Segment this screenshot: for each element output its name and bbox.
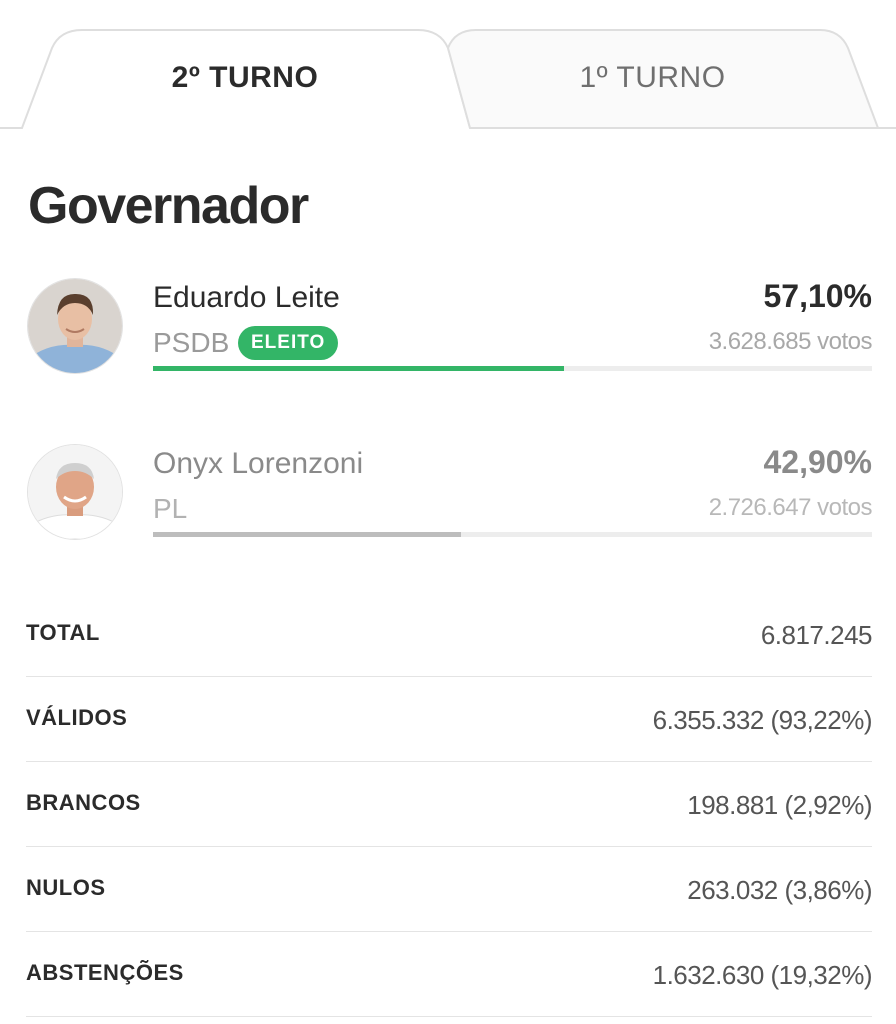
- candidate-row: Onyx Lorenzoni PL 42,90% 2.726.647 votos: [0, 444, 896, 554]
- candidate-votes: 3.628.685 votos: [708, 328, 873, 355]
- vote-share-bar: [153, 532, 872, 537]
- summary-value: 6.355.332 (93,22%): [652, 705, 873, 735]
- summary-value: 6.817.245: [760, 620, 873, 650]
- vote-share-fill: [153, 366, 564, 371]
- summary-row-valid: VÁLIDOS 6.355.332 (93,22%): [26, 677, 873, 762]
- vote-share-fill: [153, 532, 462, 537]
- vote-share-bar: [153, 366, 872, 371]
- candidate-photo: [27, 444, 123, 540]
- tab-second-round[interactable]: 2º TURNO: [171, 61, 319, 94]
- summary-label: VÁLIDOS: [26, 705, 128, 730]
- summary-row-total: TOTAL 6.817.245: [26, 592, 873, 677]
- candidate-percent: 57,10%: [763, 278, 872, 314]
- summary-label: BRANCOS: [26, 790, 141, 815]
- summary-value: 263.032 (3,86%): [687, 875, 872, 905]
- results-summary: TOTAL 6.817.245 VÁLIDOS 6.355.332 (93,22…: [26, 592, 873, 1017]
- tabs-outline: [0, 29, 896, 129]
- elected-badge: ELEITO: [238, 326, 339, 360]
- tab-first-round[interactable]: 1º TURNO: [579, 61, 726, 94]
- round-tabs: 2º TURNO 1º TURNO: [0, 0, 896, 130]
- summary-row-abstentions: ABSTENÇÕES 1.632.630 (19,32%): [26, 932, 873, 1017]
- candidate-photo: [27, 278, 123, 374]
- summary-label: NULOS: [26, 875, 106, 900]
- candidate-votes: 2.726.647 votos: [708, 494, 873, 521]
- candidate-party: PL: [153, 493, 188, 524]
- summary-row-blank: BRANCOS 198.881 (2,92%): [26, 762, 872, 847]
- candidate-percent: 42,90%: [763, 444, 872, 480]
- summary-value: 1.632.630 (19,32%): [652, 960, 873, 990]
- candidate-party: PSDB: [153, 327, 230, 358]
- page-title: Governador: [28, 177, 309, 235]
- summary-row-null: NULOS 263.032 (3,86%): [26, 847, 872, 932]
- candidate-name: Eduardo Leite: [153, 281, 340, 314]
- summary-label: ABSTENÇÕES: [26, 960, 184, 985]
- summary-value: 198.881 (2,92%): [687, 790, 872, 820]
- candidate-name: Onyx Lorenzoni: [153, 447, 364, 480]
- summary-label: TOTAL: [26, 620, 100, 645]
- candidate-row: Eduardo Leite PSDB ELEITO 57,10% 3.628.6…: [0, 278, 896, 388]
